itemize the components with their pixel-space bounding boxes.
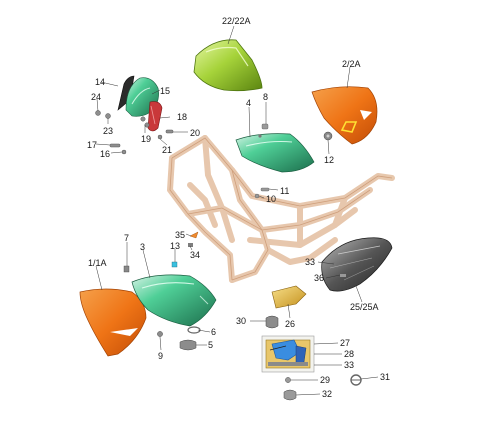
- callout-10: 10: [266, 194, 277, 204]
- callout-26: 26: [285, 319, 296, 329]
- callout-32: 32: [322, 389, 333, 399]
- callout-18: 18: [177, 112, 188, 122]
- leader-lines: [95, 25, 379, 396]
- hardware-10-11: [254, 187, 270, 199]
- callout-33-lower: 33: [344, 360, 355, 370]
- callout-14: 14: [95, 77, 106, 87]
- callout-5: 5: [208, 340, 214, 350]
- callout-36: 36: [314, 273, 325, 283]
- callout-22-22a: 22/22A: [222, 16, 251, 26]
- callout-29: 29: [320, 375, 331, 385]
- hardware-upper-left: [95, 110, 174, 155]
- part-2-orange-panel: [311, 86, 378, 145]
- part-14-dark-cover: [117, 75, 135, 111]
- hardware-12: [323, 131, 333, 141]
- callout-30: 30: [236, 316, 247, 326]
- callout-31: 31: [380, 372, 391, 382]
- part-25-dark-panel: [321, 237, 393, 292]
- hardware-30: [265, 315, 279, 329]
- callout-23: 23: [103, 126, 114, 136]
- hardware-8: [261, 123, 269, 130]
- hardware-29-31-32: [283, 374, 362, 401]
- callout-11: 11: [280, 186, 290, 196]
- callout-15: 15: [160, 86, 171, 96]
- callout-7: 7: [124, 233, 130, 243]
- frame-outline: [169, 137, 393, 281]
- part-7-bolt: [123, 265, 130, 273]
- part-1-orange-panel: [79, 288, 147, 357]
- callout-9: 9: [158, 351, 164, 361]
- callout-25-25a: 25/25A: [350, 302, 379, 312]
- callout-17: 17: [87, 140, 98, 150]
- part-34-35-small: [188, 231, 199, 247]
- callout-2-2a: 2/2A: [342, 59, 361, 69]
- callout-8: 8: [263, 92, 269, 102]
- part-27-28-assembly: [261, 335, 315, 373]
- part-3-green-panel: [131, 274, 217, 327]
- callout-28: 28: [344, 349, 355, 359]
- part-13-clip: [171, 261, 178, 268]
- callout-16: 16: [100, 149, 111, 159]
- callout-13: 13: [170, 241, 181, 251]
- part-18-red-trim: [147, 101, 163, 132]
- callout-27: 27: [340, 338, 351, 348]
- callout-1-1a: 1/1A: [88, 258, 107, 268]
- callout-20: 20: [190, 128, 201, 138]
- part-26-gold-bracket: [271, 285, 307, 309]
- callout-34: 34: [190, 250, 201, 260]
- hardware-lower-left: [157, 326, 201, 351]
- callout-35: 35: [175, 230, 186, 240]
- callout-24: 24: [91, 92, 102, 102]
- callout-6: 6: [211, 327, 217, 337]
- part-4-green-panel: [235, 133, 315, 173]
- callout-33-upper: 33: [305, 257, 316, 267]
- callout-3: 3: [140, 242, 146, 252]
- callout-21: 21: [162, 145, 173, 155]
- part-22-lime-panel: [193, 39, 263, 92]
- callout-12: 12: [324, 155, 335, 165]
- callout-4: 4: [246, 98, 252, 108]
- callout-19: 19: [141, 134, 152, 144]
